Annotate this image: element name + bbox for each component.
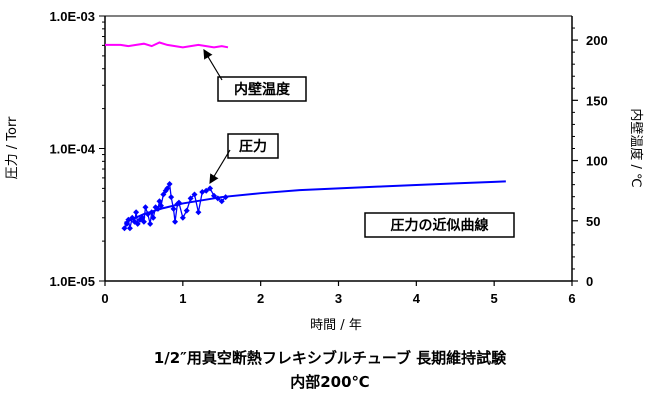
chart-subtitle: 内部200℃: [290, 373, 369, 391]
annotation-box-pressure-fit: [364, 212, 515, 238]
data-point-pressure: [179, 214, 186, 221]
annotation-arrow-temperature: [203, 48, 223, 81]
x-tick-label: 2: [257, 291, 264, 306]
x-tick-label: 4: [413, 291, 421, 306]
x-tick-label: 5: [491, 291, 498, 306]
data-point-pressure: [164, 185, 171, 192]
data-point-pressure: [195, 209, 202, 216]
data-point-pressure: [160, 191, 167, 198]
data-point-pressure: [172, 218, 179, 225]
x-tick-label: 3: [335, 291, 342, 306]
data-point-pressure: [147, 220, 154, 227]
data-point-pressure: [150, 214, 157, 221]
data-point-pressure: [156, 198, 163, 205]
y-left-tick-label: 1.0E-03: [49, 9, 95, 24]
y-left-tick-label: 1.0E-05: [49, 274, 95, 289]
annotation-label-pressure-fit: 圧力の近似曲線: [391, 217, 489, 234]
data-point-pressure: [133, 209, 140, 216]
x-axis-label: 時間 / 年: [310, 318, 362, 333]
y-left-tick-label: 1.0E-04: [49, 142, 95, 157]
data-point-pressure: [166, 180, 173, 187]
annotation-box-temperature: [217, 76, 307, 102]
data-point-pressure: [126, 225, 133, 232]
data-point-pressure: [203, 187, 210, 194]
axes: 0 1 2 3 4 5 6 1.0E-03 1.0E-04 1.0E-05 0 50 100 150 200: [49, 9, 607, 306]
data-point-pressure: [187, 195, 194, 202]
annotation-arrow-pressure: [209, 149, 231, 185]
y-right-tick-label: 200: [586, 33, 608, 48]
y-left-axis-label: 圧力 / Torr: [5, 116, 20, 179]
series-layer: [105, 41, 506, 232]
x-tick-label: 1: [179, 291, 186, 306]
data-point-pressure: [183, 207, 190, 214]
data-point-pressure: [140, 218, 147, 225]
data-point-pressure: [191, 191, 198, 198]
series-line-temperature: [105, 41, 229, 49]
data-point-pressure: [168, 194, 175, 201]
series-line-pressure-fit: [124, 180, 506, 224]
x-tick-label: 6: [568, 291, 575, 306]
data-point-pressure: [170, 205, 177, 212]
x-tick-label: 0: [101, 291, 108, 306]
data-point-pressure: [121, 225, 128, 232]
y-right-tick-label: 150: [586, 93, 608, 108]
annotation-box-pressure: [227, 133, 279, 159]
chart-title: 1/2″用真空断熱フレキシブルチューブ 長期維持試験: [154, 349, 507, 367]
data-point-pressure: [218, 198, 225, 205]
annotation-label-temperature: 内壁温度: [234, 81, 291, 98]
y-right-tick-label: 100: [586, 154, 608, 169]
data-point-pressure: [142, 204, 149, 211]
data-point-pressure: [207, 185, 214, 192]
data-point-pressure: [134, 220, 141, 227]
y-right-tick-label: 0: [586, 274, 593, 289]
data-point-pressure: [158, 202, 165, 209]
y-right-axis-label: 内壁温度 / ℃: [628, 108, 644, 187]
y-right-tick-label: 50: [586, 214, 600, 229]
annotation-label-pressure: 圧力: [239, 138, 267, 155]
